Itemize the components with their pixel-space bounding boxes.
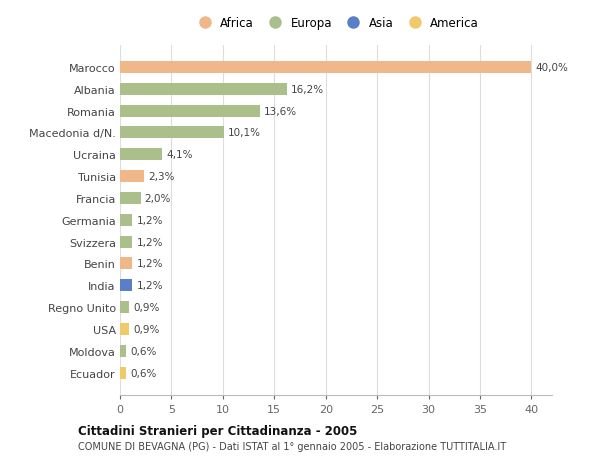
- Bar: [120, 280, 133, 292]
- Text: 1,2%: 1,2%: [136, 259, 163, 269]
- Text: 0,6%: 0,6%: [130, 368, 157, 378]
- Text: 16,2%: 16,2%: [291, 84, 324, 95]
- Bar: [120, 302, 129, 313]
- Text: 10,1%: 10,1%: [228, 128, 261, 138]
- Bar: [120, 84, 287, 95]
- Text: 1,2%: 1,2%: [136, 237, 163, 247]
- Text: 0,9%: 0,9%: [133, 302, 160, 313]
- Bar: [120, 345, 126, 357]
- Text: 4,1%: 4,1%: [166, 150, 193, 160]
- Text: Cittadini Stranieri per Cittadinanza - 2005: Cittadini Stranieri per Cittadinanza - 2…: [78, 424, 358, 437]
- Bar: [120, 149, 162, 161]
- Text: 2,0%: 2,0%: [145, 194, 171, 203]
- Text: 0,9%: 0,9%: [133, 325, 160, 334]
- Text: 13,6%: 13,6%: [264, 106, 297, 116]
- Bar: [120, 367, 126, 379]
- Bar: [120, 127, 224, 139]
- Text: 0,6%: 0,6%: [130, 346, 157, 356]
- Bar: [120, 258, 133, 270]
- Text: COMUNE DI BEVAGNA (PG) - Dati ISTAT al 1° gennaio 2005 - Elaborazione TUTTITALIA: COMUNE DI BEVAGNA (PG) - Dati ISTAT al 1…: [78, 441, 506, 451]
- Legend: Africa, Europa, Asia, America: Africa, Europa, Asia, America: [193, 17, 479, 30]
- Bar: [120, 323, 129, 335]
- Text: 1,2%: 1,2%: [136, 215, 163, 225]
- Bar: [120, 106, 260, 118]
- Bar: [120, 62, 532, 74]
- Text: 2,3%: 2,3%: [148, 172, 174, 182]
- Text: 40,0%: 40,0%: [536, 63, 568, 73]
- Bar: [120, 236, 133, 248]
- Bar: [120, 192, 140, 205]
- Bar: [120, 214, 133, 226]
- Text: 1,2%: 1,2%: [136, 281, 163, 291]
- Bar: [120, 171, 143, 183]
